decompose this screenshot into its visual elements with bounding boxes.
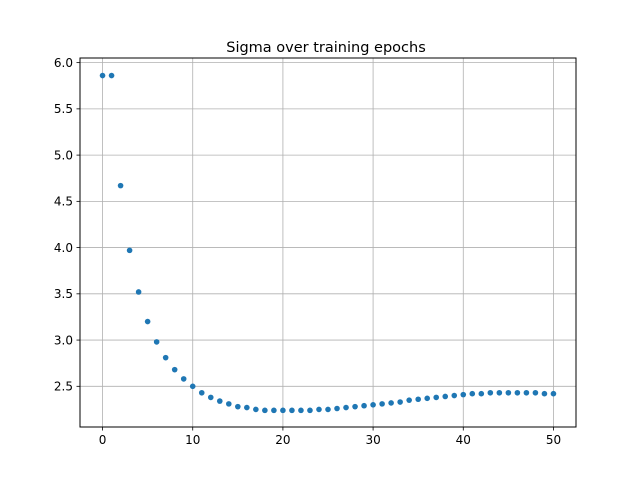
data-point xyxy=(144,318,151,325)
data-point xyxy=(523,389,530,396)
y-tick-label: 5.0 xyxy=(54,148,73,162)
data-point xyxy=(379,401,385,407)
x-axis-tick-labels: 0 10 20 30 40 50 xyxy=(99,433,561,447)
data-point xyxy=(316,406,322,413)
data-point xyxy=(162,354,169,361)
data-point xyxy=(235,403,241,410)
data-point xyxy=(361,402,367,409)
data-point xyxy=(108,72,115,79)
data-point xyxy=(496,389,503,396)
data-point xyxy=(298,407,304,414)
data-point xyxy=(226,401,232,407)
data-point xyxy=(334,405,340,412)
axis-ticks xyxy=(76,62,554,431)
data-point xyxy=(532,389,539,396)
data-point xyxy=(514,389,521,396)
data-point xyxy=(271,407,277,414)
x-tick-label: 0 xyxy=(99,433,107,447)
x-tick-label: 40 xyxy=(456,433,471,447)
data-point xyxy=(415,396,421,403)
y-tick-label: 4.0 xyxy=(54,241,73,255)
data-point xyxy=(451,392,458,399)
x-tick-label: 30 xyxy=(365,433,380,447)
data-point xyxy=(352,403,358,410)
data-point xyxy=(388,400,394,406)
data-point xyxy=(487,389,494,396)
data-point xyxy=(253,406,259,413)
data-points xyxy=(99,72,557,414)
y-tick-label: 4.5 xyxy=(54,195,73,209)
data-point xyxy=(189,383,196,390)
plot-area-frame xyxy=(79,57,577,428)
data-point xyxy=(244,404,250,411)
data-point xyxy=(216,398,223,404)
data-point xyxy=(370,402,376,408)
data-point xyxy=(307,407,313,414)
y-tick-label: 3.0 xyxy=(54,333,73,347)
y-axis-tick-labels: 2.5 3.0 3.5 4.0 4.5 5.0 5.5 6.0 xyxy=(54,56,73,394)
data-point xyxy=(117,182,124,189)
data-point xyxy=(280,407,286,414)
data-point xyxy=(171,366,178,373)
data-point xyxy=(325,406,331,413)
data-point xyxy=(433,394,440,401)
x-tick-label: 10 xyxy=(185,433,200,447)
grid-lines xyxy=(80,58,576,427)
data-point xyxy=(343,404,349,411)
data-point xyxy=(442,393,449,400)
data-point xyxy=(397,399,403,405)
data-point xyxy=(99,72,106,79)
y-tick-label: 6.0 xyxy=(54,56,73,70)
data-point xyxy=(262,407,268,414)
x-tick-label: 50 xyxy=(546,433,561,447)
y-tick-label: 2.5 xyxy=(54,380,73,394)
x-tick-label: 20 xyxy=(275,433,290,447)
data-point xyxy=(460,391,467,398)
data-point xyxy=(180,376,187,382)
data-point xyxy=(135,289,142,295)
y-tick-label: 5.5 xyxy=(54,102,73,116)
data-point xyxy=(406,397,412,403)
data-point xyxy=(541,390,548,397)
chart-title: Sigma over training epochs xyxy=(226,40,426,56)
y-tick-label: 3.5 xyxy=(54,287,73,301)
data-point xyxy=(198,389,205,396)
data-point xyxy=(126,247,133,254)
data-point xyxy=(153,339,160,345)
data-point xyxy=(207,394,214,401)
data-point xyxy=(424,395,431,402)
data-point xyxy=(550,390,557,397)
data-point xyxy=(469,390,476,397)
data-point xyxy=(289,407,295,414)
data-point xyxy=(478,390,485,397)
data-point xyxy=(505,389,512,396)
